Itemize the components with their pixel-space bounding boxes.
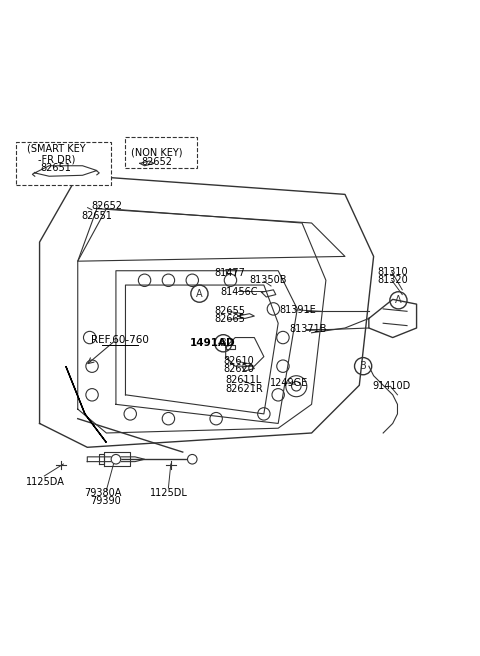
- Text: 81391E: 81391E: [279, 305, 316, 315]
- Text: 82620: 82620: [224, 364, 254, 374]
- Text: 1249GE: 1249GE: [270, 378, 308, 388]
- Text: 1491AD: 1491AD: [190, 338, 235, 348]
- Text: 81477: 81477: [214, 268, 245, 278]
- Text: 82652: 82652: [92, 201, 123, 211]
- Text: 81371B: 81371B: [289, 324, 326, 334]
- Text: 81320: 81320: [377, 276, 408, 285]
- Text: 82621R: 82621R: [225, 384, 263, 394]
- Circle shape: [188, 455, 197, 464]
- Polygon shape: [66, 366, 107, 443]
- Text: 81350B: 81350B: [249, 276, 287, 285]
- Text: A: A: [196, 289, 203, 298]
- FancyBboxPatch shape: [125, 137, 197, 168]
- Text: 79380A: 79380A: [84, 487, 122, 498]
- Text: 1125DA: 1125DA: [26, 477, 65, 487]
- Text: B: B: [360, 361, 367, 371]
- Text: 82652: 82652: [141, 157, 172, 167]
- Text: 82611L: 82611L: [226, 375, 262, 386]
- Text: 91410D: 91410D: [372, 381, 411, 391]
- Text: 82655: 82655: [214, 306, 245, 316]
- Text: 82651: 82651: [41, 163, 72, 173]
- Text: (NON KEY): (NON KEY): [131, 148, 182, 157]
- Text: 81456C: 81456C: [220, 287, 258, 297]
- Text: 82651: 82651: [82, 211, 112, 221]
- Text: (SMART KEY
-FR DR): (SMART KEY -FR DR): [27, 143, 85, 165]
- Text: A: A: [395, 295, 402, 305]
- FancyBboxPatch shape: [16, 142, 111, 185]
- Text: B: B: [220, 338, 227, 348]
- Text: 81310: 81310: [377, 267, 408, 277]
- Text: 82665: 82665: [214, 314, 245, 325]
- Text: 1125DL: 1125DL: [150, 487, 188, 498]
- Text: 79390: 79390: [90, 496, 121, 506]
- Text: 82610: 82610: [224, 356, 254, 367]
- Text: REF.60-760: REF.60-760: [91, 335, 149, 345]
- Circle shape: [111, 455, 120, 464]
